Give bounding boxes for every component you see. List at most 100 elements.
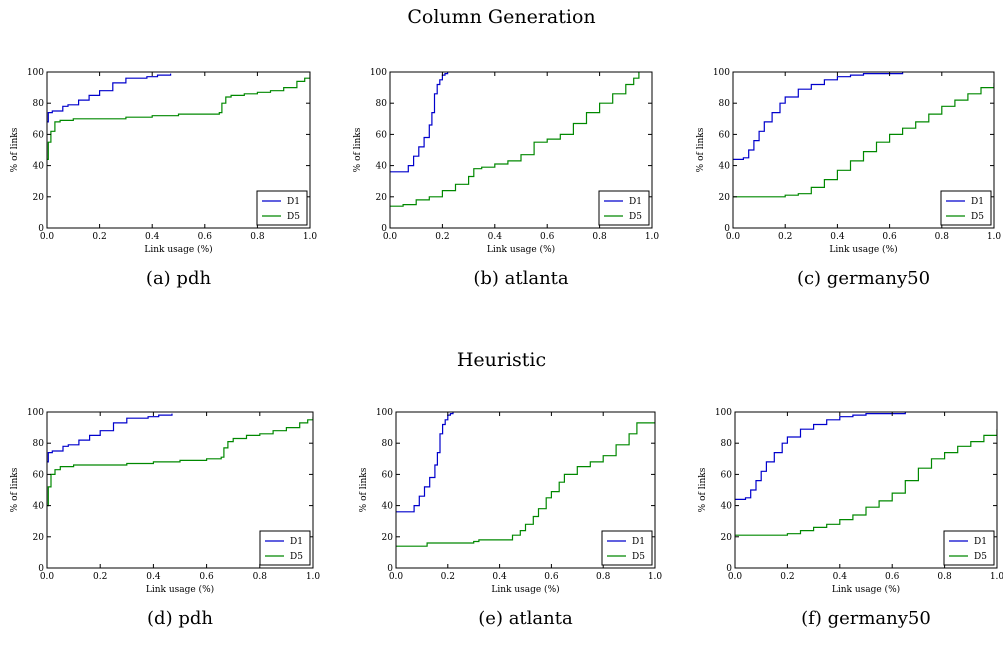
section-title-column-generation: Column Generation [407, 6, 596, 28]
legend-box [940, 190, 992, 226]
x-tick-label: 0.0 [389, 572, 404, 582]
y-axis-label: % of links [10, 127, 20, 172]
legend-label-D1: D1 [290, 537, 303, 547]
x-axis-label: Link usage (%) [144, 244, 212, 255]
legend-label-D5: D5 [971, 212, 984, 222]
y-tick-label: 0 [726, 564, 732, 574]
x-tick-label: 0.0 [40, 572, 55, 582]
y-axis-label: % of links [359, 467, 369, 512]
plot-frame [395, 411, 656, 569]
y-tick-label: 60 [33, 130, 45, 140]
y-tick-label: 0 [38, 564, 44, 574]
x-tick-label: 1.0 [306, 572, 321, 582]
y-tick-label: 20 [376, 193, 388, 203]
chart-panel-4: 0.0 0.2 0.4 0.6 0.8 1.0 0 20 40 60 80 100 Link usage… [10, 408, 320, 595]
series-line-D5 [47, 73, 310, 160]
x-tick-label: 0.8 [935, 232, 950, 242]
x-tick-label: 0.4 [146, 572, 161, 582]
series-line-D5 [733, 82, 994, 198]
y-tick-label: 80 [721, 439, 733, 449]
x-tick-label: 0.4 [833, 572, 848, 582]
y-axis-label: % of links [696, 127, 706, 172]
chart-panel-5: 0.0 0.2 0.4 0.6 0.8 1.0 0 20 40 60 80 100 Link usage… [359, 408, 662, 595]
legend-label-D5: D5 [290, 552, 303, 562]
series-line-D5 [390, 72, 640, 207]
y-tick-label: 40 [33, 502, 45, 512]
x-tick-label: 0.0 [383, 232, 398, 242]
y-tick-label: 40 [376, 162, 388, 172]
x-tick-label: 1.0 [648, 572, 663, 582]
plot-frame [46, 411, 314, 569]
y-tick-label: 80 [33, 99, 45, 109]
chart-panel-2: 0.0 0.2 0.4 0.6 0.8 1.0 0 20 40 60 80 100 Link usage… [353, 68, 659, 255]
x-tick-label: 0.2 [778, 232, 792, 242]
y-tick-label: 20 [382, 533, 394, 543]
y-axis-label: % of links [10, 467, 20, 512]
x-tick-label: 0.4 [488, 232, 503, 242]
x-tick-label: 0.2 [780, 572, 794, 582]
legend-box [598, 190, 650, 226]
y-tick-label: 100 [713, 68, 730, 78]
x-tick-label: 1.0 [987, 232, 1002, 242]
y-tick-label: 60 [719, 130, 731, 140]
subfigure-caption: (b) atlanta [473, 268, 569, 289]
series-line-D1 [733, 72, 904, 160]
y-tick-label: 100 [715, 408, 732, 418]
y-tick-label: 20 [719, 193, 731, 203]
x-tick-label: 0.2 [93, 572, 107, 582]
legend-label-D1: D1 [974, 537, 987, 547]
legend-box [943, 530, 995, 566]
x-tick-label: 1.0 [303, 232, 318, 242]
x-axis-label: Link usage (%) [146, 584, 214, 595]
y-axis-label: % of links [698, 467, 708, 512]
series-line-D5 [47, 416, 313, 507]
x-tick-label: 1.0 [990, 572, 1003, 582]
y-axis-label: % of links [353, 127, 363, 172]
y-tick-label: 100 [370, 68, 387, 78]
y-tick-label: 100 [27, 68, 44, 78]
x-tick-label: 1.0 [645, 232, 660, 242]
y-tick-label: 80 [33, 439, 45, 449]
x-axis-label: Link usage (%) [829, 244, 897, 255]
x-tick-label: 0.8 [937, 572, 952, 582]
plot-frame [734, 411, 998, 569]
y-tick-label: 20 [33, 193, 45, 203]
x-tick-label: 0.0 [726, 232, 741, 242]
series-line-D1 [47, 413, 173, 463]
x-tick-label: 0.0 [40, 232, 55, 242]
legend-label-D5: D5 [287, 212, 300, 222]
x-axis-label: Link usage (%) [487, 244, 555, 255]
legend-label-D5: D5 [974, 552, 987, 562]
x-tick-label: 0.6 [540, 232, 555, 242]
subfigure-caption: (a) pdh [145, 268, 212, 289]
y-tick-label: 0 [387, 564, 393, 574]
x-tick-label: 0.8 [596, 572, 611, 582]
x-axis-label: Link usage (%) [491, 584, 559, 595]
plot-frame [732, 71, 995, 229]
series-line-D1 [47, 73, 172, 123]
y-tick-label: 60 [33, 470, 45, 480]
legend-box [256, 190, 308, 226]
legend-label-D1: D1 [632, 537, 645, 547]
x-tick-label: 0.0 [728, 572, 743, 582]
series-line-D1 [390, 72, 449, 173]
y-tick-label: 80 [376, 99, 388, 109]
x-tick-label: 0.6 [199, 572, 214, 582]
series-line-D5 [396, 422, 655, 547]
x-tick-label: 0.4 [145, 232, 160, 242]
x-tick-label: 0.8 [253, 572, 268, 582]
plot-frame [389, 71, 653, 229]
y-tick-label: 60 [721, 470, 733, 480]
subfigure-caption: (c) germany50 [796, 268, 931, 289]
x-tick-label: 0.4 [830, 232, 845, 242]
legend-box [259, 530, 311, 566]
section-title-heuristic: Heuristic [456, 349, 547, 371]
y-tick-label: 80 [719, 99, 731, 109]
y-tick-label: 100 [27, 408, 44, 418]
y-tick-label: 0 [381, 224, 387, 234]
legend-box [601, 530, 653, 566]
y-tick-label: 0 [38, 224, 44, 234]
legend-label-D1: D1 [971, 197, 984, 207]
x-tick-label: 0.6 [544, 572, 559, 582]
